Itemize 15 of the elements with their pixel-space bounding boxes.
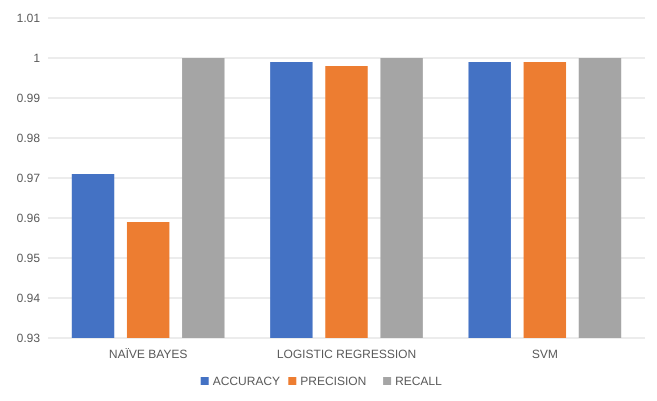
x-tick-label: SVM — [532, 347, 558, 361]
y-tick-label: 0.96 — [16, 211, 40, 226]
y-tick-label: 0.97 — [16, 171, 40, 186]
y-tick-label: 0.93 — [16, 331, 40, 346]
legend-label: PRECISION — [300, 374, 366, 388]
x-tick-label: LOGISTIC REGRESSION — [276, 347, 416, 361]
y-tick-label: 0.98 — [16, 131, 40, 146]
y-tick-label: 1 — [33, 51, 40, 66]
y-tick-label: 0.99 — [16, 91, 40, 106]
y-tick-label: 0.95 — [16, 251, 40, 266]
y-tick-label: 0.94 — [16, 291, 40, 306]
legend-label: RECALL — [395, 374, 442, 388]
y-tick-label: 1.01 — [16, 11, 40, 26]
legend-label: ACCURACY — [212, 374, 280, 388]
x-tick-label: NAÏVE BAYES — [108, 347, 188, 361]
